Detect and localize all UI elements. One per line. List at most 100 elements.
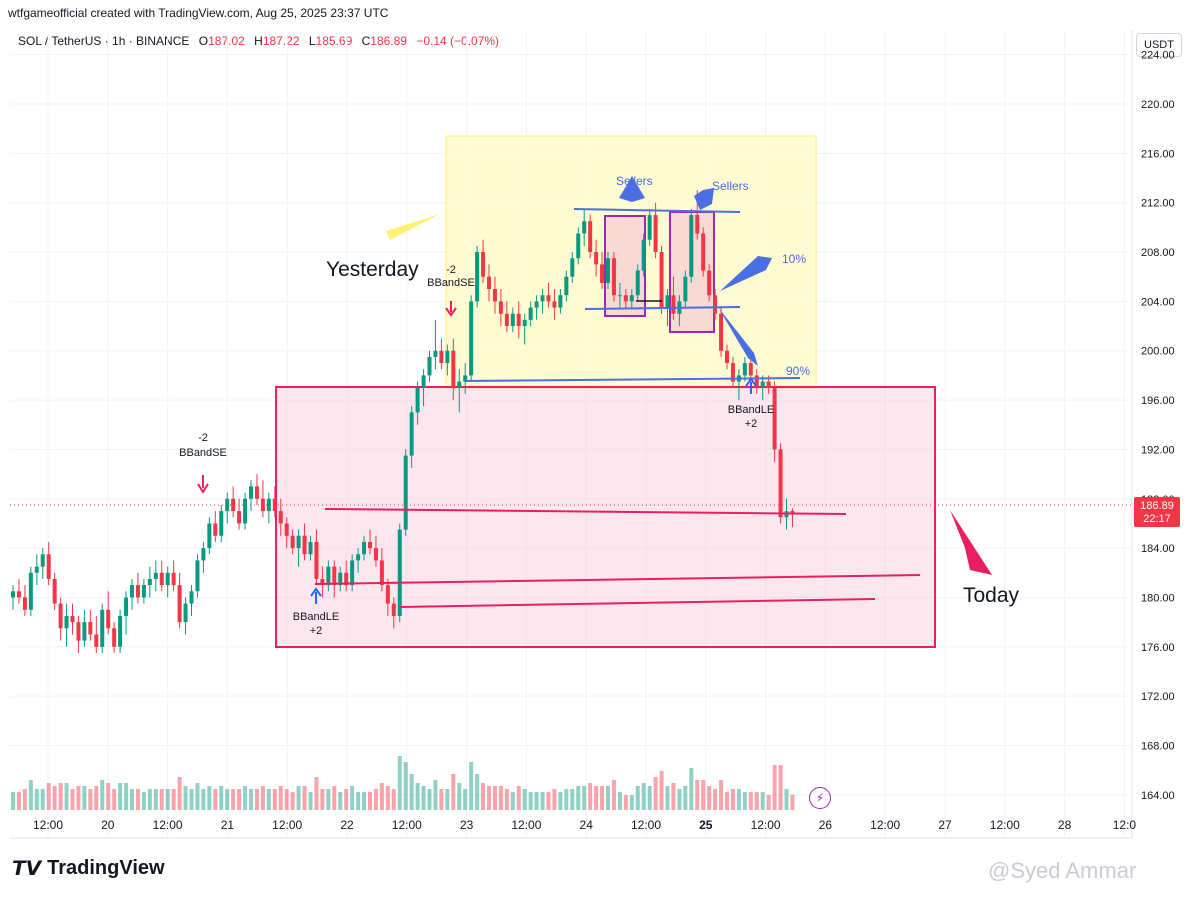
currency-button[interactable]: USDT	[1136, 33, 1182, 57]
signal-le-2-name: BBandLE	[728, 404, 774, 416]
volume-bar	[504, 789, 509, 810]
volume-bar	[379, 783, 384, 810]
sellers-label-1: Sellers	[616, 174, 653, 188]
time-tick-label: 21	[221, 818, 235, 832]
candle-body	[106, 609, 111, 629]
volume-bar	[772, 765, 777, 810]
volume-bar	[760, 792, 765, 810]
volume-bar	[22, 789, 27, 810]
candle-body	[249, 486, 253, 499]
volume-bar	[427, 789, 432, 810]
volume-bar	[582, 786, 587, 810]
volume-bar	[475, 774, 480, 810]
time-axis: 12:00 20 12:00 21 12:00 22 12:00 23 12:00 24 12:00…	[33, 818, 1136, 832]
volume-bar	[201, 789, 206, 810]
tv-logo-icon: 𝙏𝙑	[12, 858, 42, 880]
today-arrow-icon	[950, 510, 992, 575]
volume-bar	[528, 792, 533, 810]
candle-body	[94, 634, 99, 647]
volume-bar	[320, 789, 325, 810]
volume-bar	[338, 792, 343, 810]
volume-bar	[290, 792, 295, 810]
candle-body	[445, 350, 450, 364]
range-low-line[interactable]	[584, 306, 741, 310]
volume-bar	[88, 789, 93, 810]
candle-body	[88, 622, 93, 635]
volume-bar	[356, 792, 361, 810]
candle-body	[153, 572, 158, 579]
time-tick-label: 12:00	[870, 818, 900, 832]
candle-body	[742, 363, 747, 376]
candle-body	[70, 615, 75, 623]
volume-bar	[249, 789, 253, 810]
candle-body	[772, 387, 777, 450]
watermark-text: @Syed Ammar	[988, 858, 1137, 883]
symbol-legend: SOL / TetherUS · 1h · BINANCE O187.02 H1…	[18, 34, 499, 48]
today-line-2[interactable]	[314, 574, 921, 585]
volume-bar	[11, 792, 15, 810]
candle-body	[570, 258, 575, 277]
buy-signal-icon-2	[745, 377, 757, 394]
volume-bar	[546, 792, 551, 810]
volume-bar	[272, 789, 277, 810]
price-tick-label: 164.00	[1141, 790, 1175, 802]
candle-body	[207, 523, 212, 549]
time-tick-label: 12:00	[153, 818, 183, 832]
candle-body	[344, 572, 349, 586]
price-tick-label: 212.00	[1141, 198, 1175, 210]
volume-bar	[510, 792, 515, 810]
sellers-arrow-icon-1	[619, 176, 645, 202]
candle-body	[475, 252, 480, 302]
candle-body	[356, 554, 361, 561]
high-label: H	[254, 34, 263, 48]
volume-bar	[725, 792, 729, 810]
volume-bar	[403, 762, 408, 810]
candle-body	[231, 498, 236, 512]
candle-body	[564, 276, 569, 296]
candle-body	[314, 541, 319, 579]
price-tick-label: 184.00	[1141, 543, 1175, 555]
yesterday-label: Yesterday	[326, 258, 419, 281]
candle-body	[611, 258, 616, 296]
candle-body	[748, 363, 753, 376]
today-line-3[interactable]	[399, 598, 876, 608]
volume-bar	[64, 783, 69, 810]
volume-bar	[790, 794, 795, 810]
volume-bar	[647, 786, 652, 810]
candle-body	[629, 295, 634, 302]
symbol-name[interactable]: SOL / TetherUS · 1h · BINANCE	[18, 34, 190, 48]
candle-body	[582, 221, 587, 234]
volume-bar	[40, 789, 45, 810]
price-tick-label: 172.00	[1141, 691, 1175, 703]
lightning-icon[interactable]: ⚡	[809, 787, 831, 809]
candle-body	[22, 597, 27, 610]
volume-bar	[52, 786, 57, 810]
candle-body	[40, 554, 45, 567]
candle-body	[254, 486, 259, 499]
volume-bar	[439, 789, 444, 810]
support-line[interactable]	[464, 377, 801, 382]
candle-body	[469, 301, 474, 376]
volume-bar	[171, 789, 176, 810]
volume-bar	[421, 786, 426, 810]
today-line-1[interactable]	[324, 508, 847, 515]
resistance-line[interactable]	[573, 208, 741, 213]
volume-bar	[778, 765, 783, 810]
candle-body	[296, 535, 301, 549]
volume-bar	[58, 783, 63, 810]
candle-body	[546, 295, 551, 302]
volume-bar	[135, 789, 140, 810]
price-tick-label: 168.00	[1141, 740, 1175, 752]
candle-body	[397, 529, 402, 616]
time-tick-label: 27	[938, 818, 952, 832]
time-tick-label: 28	[1058, 818, 1072, 832]
candle-body	[659, 252, 664, 308]
volume-bar	[707, 786, 712, 810]
candle-body	[34, 566, 39, 573]
volume-bar	[701, 780, 706, 810]
candle-body	[415, 387, 420, 413]
volume-bar	[76, 786, 81, 810]
candle-body	[159, 572, 164, 586]
ninety-percent-label: 90%	[786, 364, 810, 378]
